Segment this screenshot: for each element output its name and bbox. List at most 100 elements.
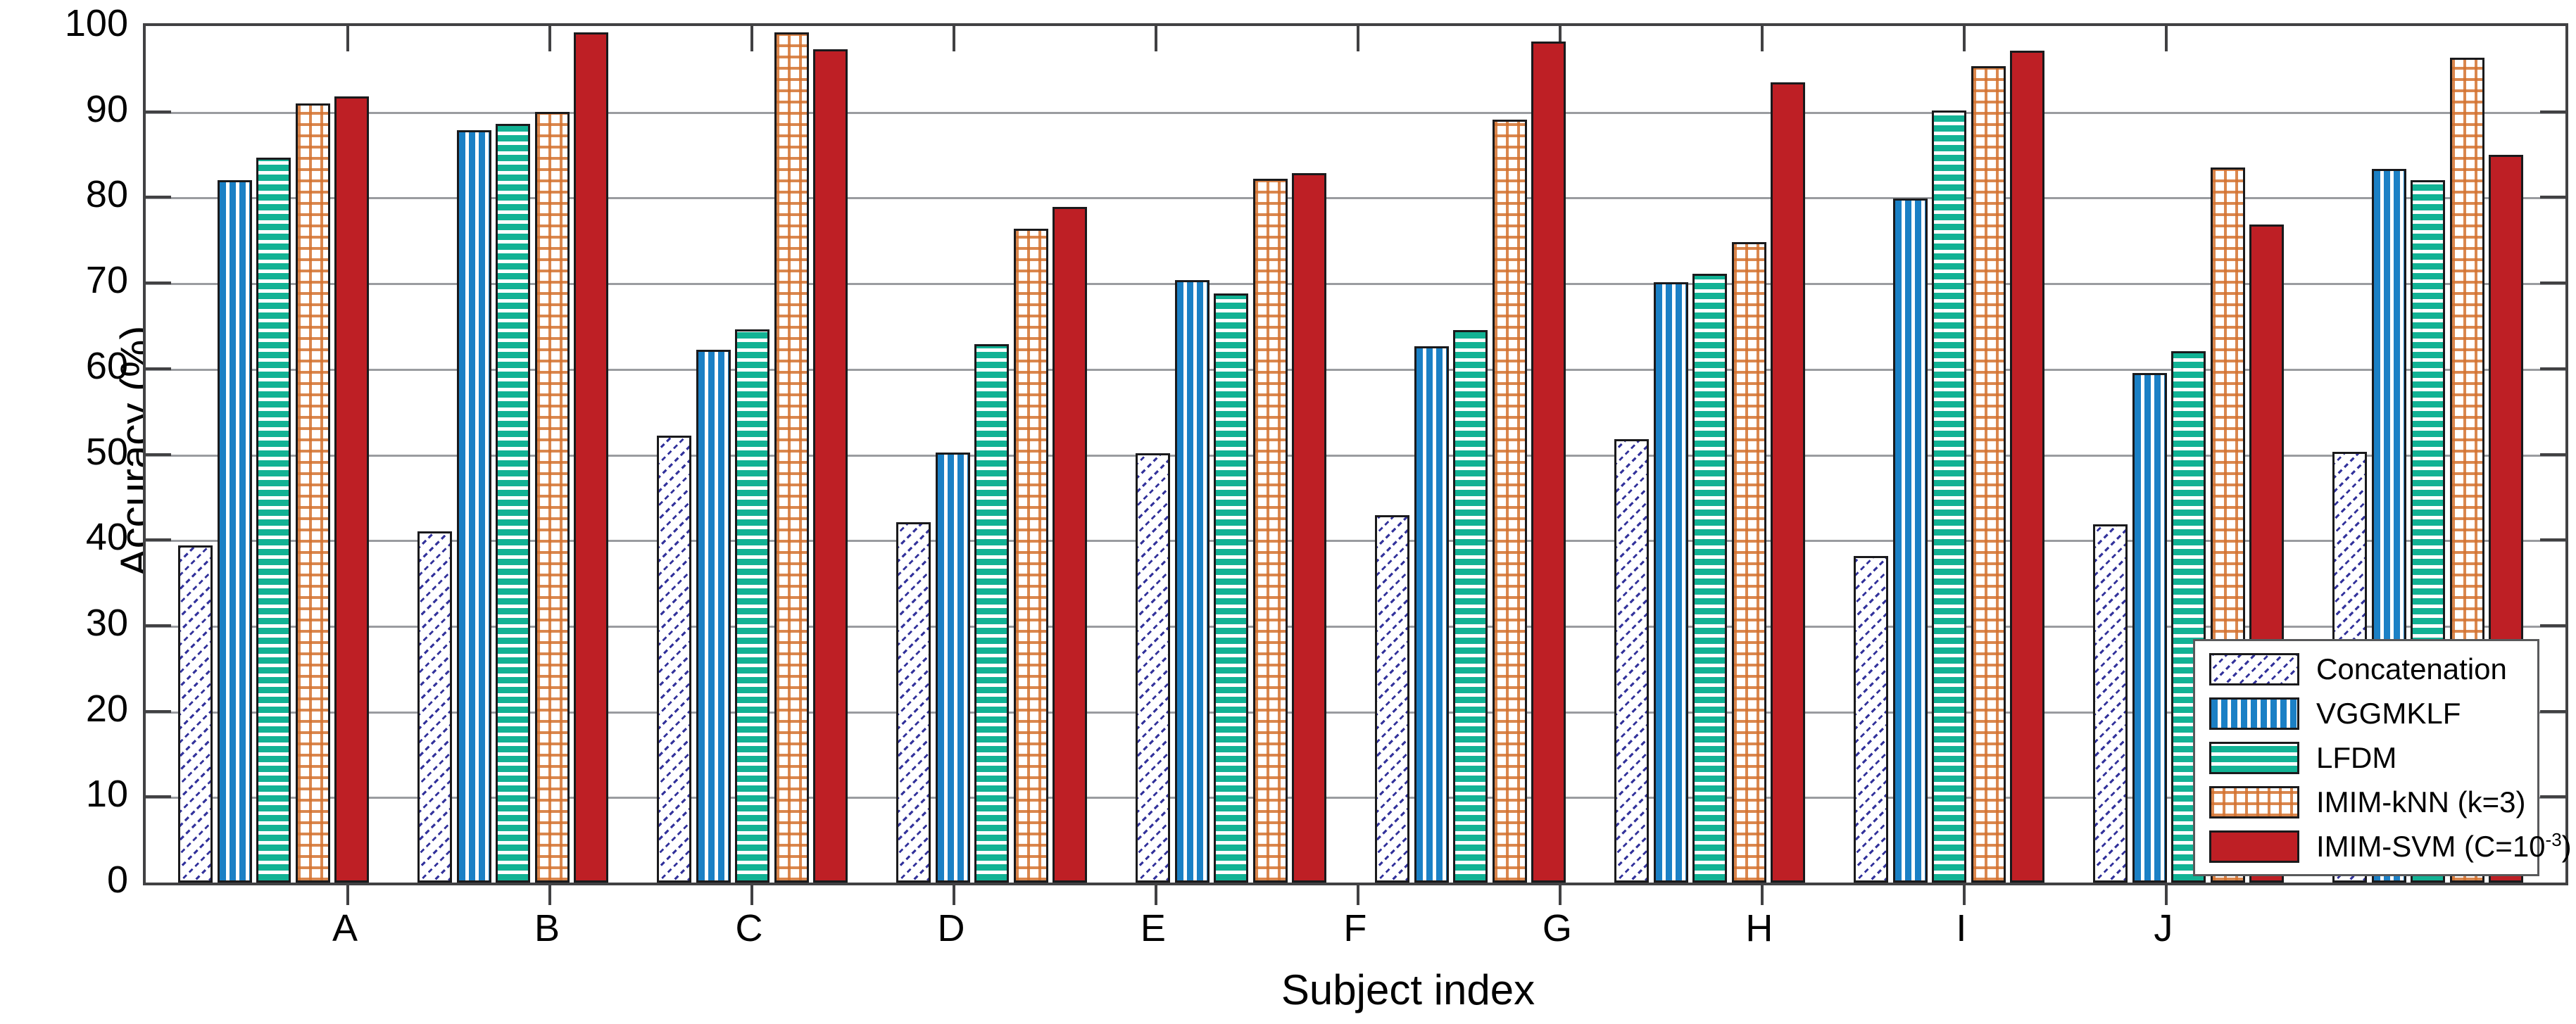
x-tick-mark-J (2164, 885, 2168, 905)
bar-imim-knn-G (1731, 242, 1766, 883)
x-tick-mark-A (346, 885, 349, 905)
bar-lfdm-G (1692, 274, 1728, 883)
x-tick-mark-G (1558, 26, 1562, 51)
legend-item-lfdm: LFDM (2195, 735, 2537, 780)
y-tick-label: 60 (85, 344, 128, 387)
x-tick-mark-H (1760, 26, 1764, 51)
bar-vggmklf-I (2132, 373, 2167, 883)
x-tick-mark-E (1154, 26, 1157, 51)
gridline-10 (146, 797, 2565, 799)
y-tick-mark (2540, 367, 2565, 370)
y-tick-mark (146, 196, 171, 199)
y-tick-mark (2540, 795, 2565, 799)
bar-concatenation-B (417, 531, 453, 883)
x-tick-label: D (937, 907, 965, 949)
bar-concatenation-C (657, 436, 692, 883)
y-tick-mark (2540, 453, 2565, 456)
y-tick-mark (146, 110, 171, 113)
bar-concatenation-D (896, 522, 931, 883)
bar-lfdm-A (256, 158, 291, 883)
y-tick-label: 30 (85, 601, 128, 644)
gridline-80 (146, 197, 2565, 200)
bar-vggmklf-E (1174, 280, 1210, 883)
bar-vggmklf-C (696, 350, 731, 883)
x-tick-label: G (1542, 907, 1572, 949)
y-tick-label: 90 (85, 87, 128, 130)
x-tick-mark-A (346, 26, 349, 51)
y-tick-mark (146, 538, 171, 542)
y-tick-label: 70 (85, 259, 128, 302)
legend-item-imim-svm: IMIM-SVM (C=10-3) (2195, 824, 2572, 868)
bar-imim-knn-F (1492, 120, 1527, 883)
x-tick-label: A (332, 907, 358, 949)
bar-imim-knn-B (534, 112, 570, 883)
gridline-90 (146, 111, 2565, 114)
y-tick-mark (146, 624, 171, 627)
y-tick-mark (2540, 624, 2565, 627)
x-tick-mark-I (1962, 26, 1966, 51)
gridline-30 (146, 625, 2565, 628)
x-tick-mark-C (750, 885, 753, 905)
x-tick-label: C (735, 907, 763, 949)
legend-label: IMIM-SVM (C=10-3) (2316, 829, 2572, 863)
bar-imim-knn-A (295, 103, 330, 883)
bar-imim-svm-G (1771, 82, 1806, 883)
y-tick-label: 40 (85, 516, 128, 559)
x-tick-mark-E (1154, 885, 1157, 905)
x-tick-label: E (1140, 907, 1166, 949)
legend-label: LFDM (2316, 741, 2397, 774)
y-tick-label: 10 (85, 773, 128, 816)
y-tick-label: 50 (85, 430, 128, 473)
y-tick-labels: 100 90 80 70 60 50 40 30 20 10 0 (0, 2, 134, 901)
gridline-70 (146, 283, 2565, 286)
bar-vggmklf-G (1653, 282, 1688, 883)
y-tick-mark (2540, 196, 2565, 199)
legend: Concatenation VGGMKLF LFDM IMIM-kNN (k=3… (2193, 639, 2572, 876)
x-tick-mark-F (1356, 885, 1359, 905)
x-tick-mark-G (1558, 885, 1562, 905)
legend-swatch-red-solid-icon (2209, 830, 2299, 863)
bar-lfdm-F (1453, 330, 1488, 883)
x-tick-label: H (1745, 907, 1773, 949)
y-tick-label: 0 (106, 859, 128, 901)
y-tick-label: 20 (85, 687, 128, 730)
x-tick-mark-I (1962, 885, 1966, 905)
bar-concatenation-E (1136, 453, 1171, 883)
bar-imim-svm-D (1053, 207, 1088, 883)
x-tick-label: F (1343, 907, 1367, 949)
bar-vggmklf-D (935, 453, 970, 883)
x-tick-mark-F (1356, 26, 1359, 51)
y-tick-mark (146, 282, 171, 285)
x-tick-mark-C (750, 26, 753, 51)
bar-imim-svm-A (334, 96, 370, 883)
legend-swatch-diagonal-hatch-icon (2209, 652, 2299, 685)
bar-concatenation-G (1614, 439, 1650, 883)
legend-item-concatenation: Concatenation (2195, 647, 2537, 691)
x-tick-label: B (534, 907, 560, 949)
x-tick-label: I (1956, 907, 1967, 949)
gridline-50 (146, 454, 2565, 457)
x-axis-title: Subject index (1281, 966, 1535, 1013)
bar-vggmklf-A (217, 180, 252, 883)
bar-imim-svm-B (574, 32, 609, 883)
y-tick-mark (2540, 538, 2565, 542)
bar-imim-svm-H (2010, 51, 2045, 883)
bar-vggmklf-H (1892, 198, 1928, 883)
bar-concatenation-H (1854, 556, 1889, 883)
x-tick-mark-H (1760, 885, 1764, 905)
bar-concatenation-I (2093, 524, 2128, 883)
x-tick-mark-B (548, 26, 551, 51)
legend-item-vggmklf: VGGMKLF (2195, 691, 2537, 735)
bar-imim-svm-E (1292, 173, 1327, 883)
x-tick-mark-D (952, 885, 955, 905)
legend-swatch-blue-stripes-icon (2209, 697, 2299, 730)
bar-lfdm-E (1214, 293, 1249, 883)
gridline-40 (146, 540, 2565, 543)
x-tick-label: J (2154, 907, 2173, 949)
y-tick-mark (146, 709, 171, 713)
y-tick-label: 80 (85, 173, 128, 216)
bar-lfdm-H (1932, 110, 1967, 883)
y-tick-mark (2540, 110, 2565, 113)
x-tick-labels: A B C D E F G H I J (143, 906, 2563, 956)
